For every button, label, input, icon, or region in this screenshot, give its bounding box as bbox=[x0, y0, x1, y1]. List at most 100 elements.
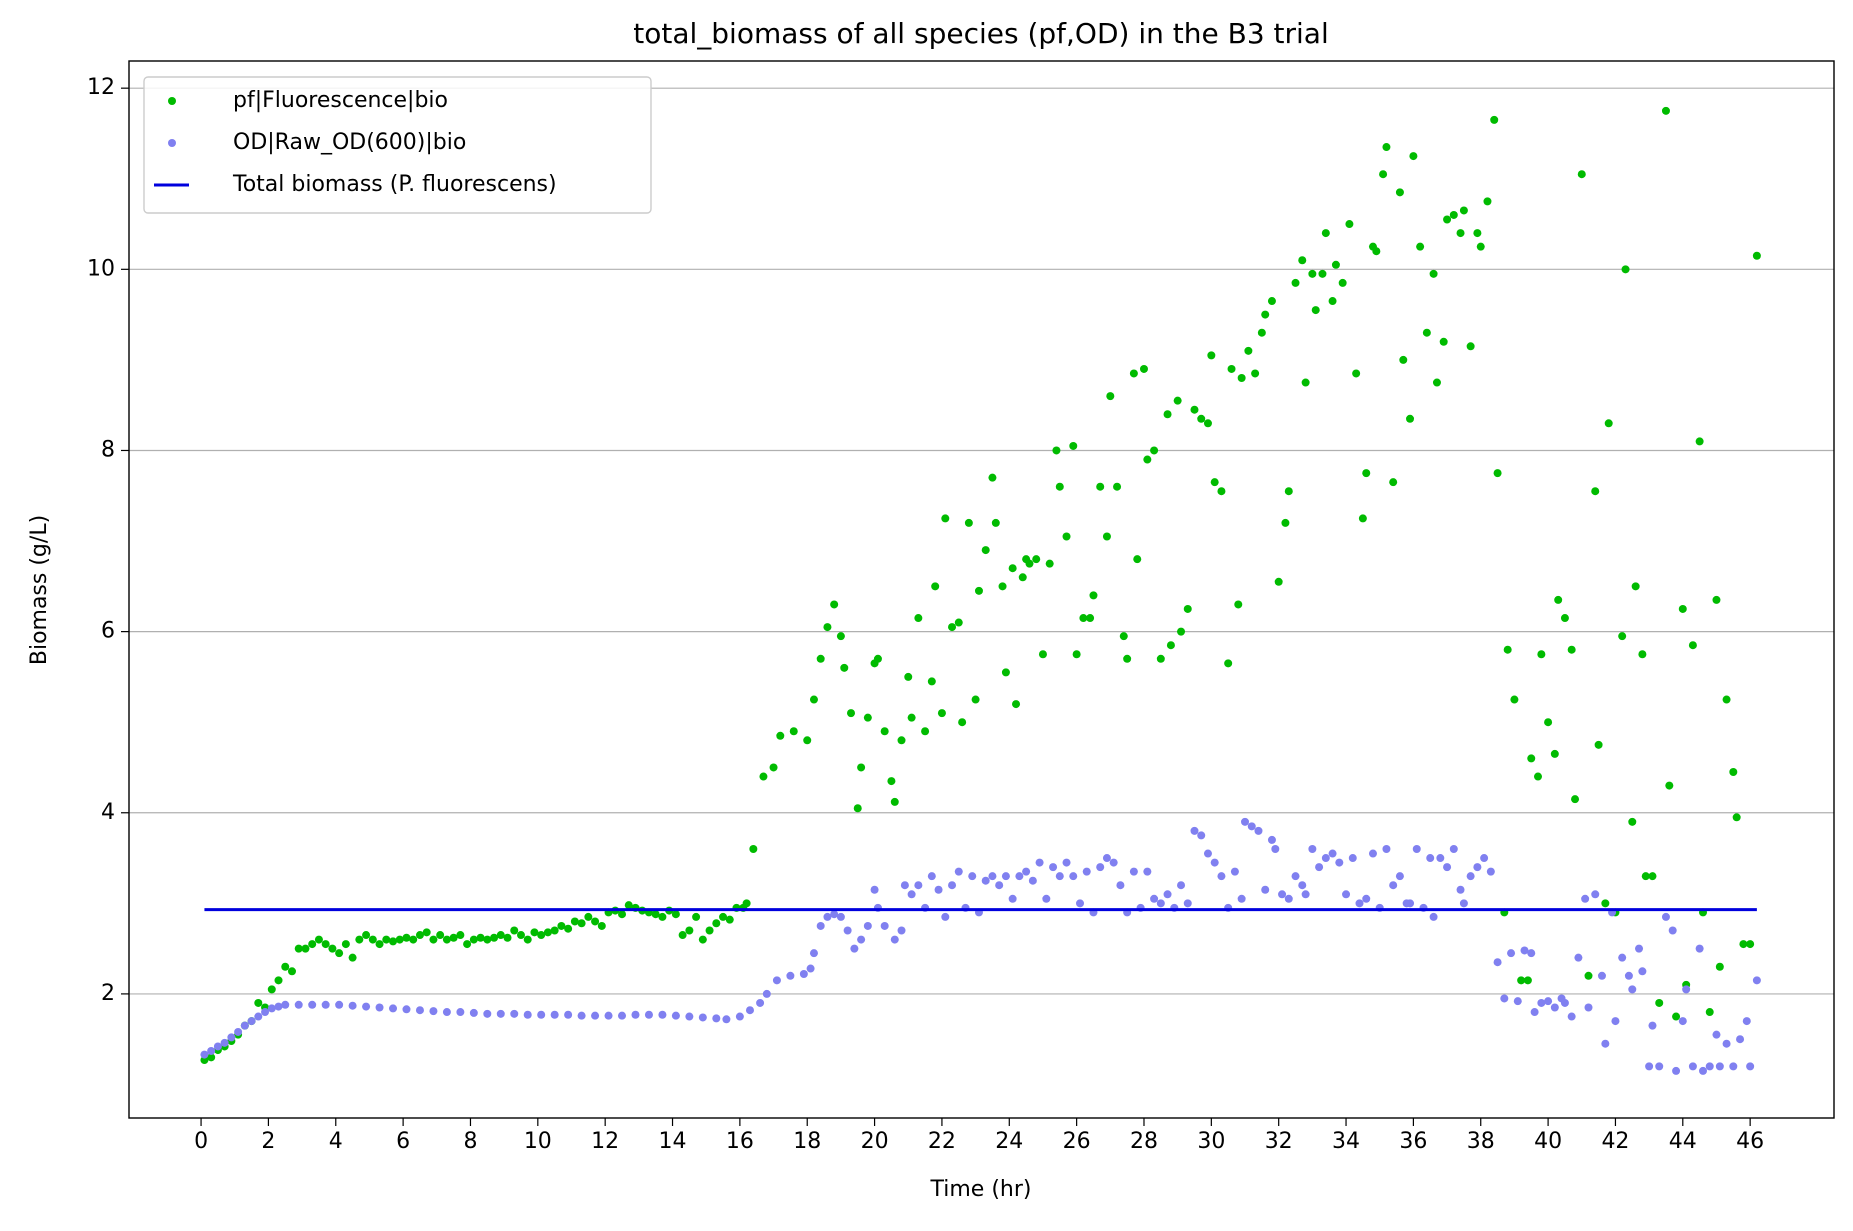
data-point bbox=[1217, 872, 1226, 881]
data-point bbox=[857, 763, 866, 772]
data-point bbox=[712, 919, 721, 928]
data-point bbox=[1436, 854, 1445, 863]
data-point bbox=[476, 933, 485, 942]
legend: pf|Fluorescence|bio OD|Raw_OD(600)|bio Tot… bbox=[143, 76, 652, 214]
data-point bbox=[1456, 885, 1465, 894]
x-tick-label: 14 bbox=[659, 1129, 687, 1154]
legend-label: pf|Fluorescence|bio bbox=[233, 88, 448, 113]
data-point bbox=[1082, 867, 1091, 876]
x-tick-label: 24 bbox=[995, 1129, 1023, 1154]
data-point bbox=[449, 933, 458, 942]
data-point bbox=[1537, 650, 1546, 659]
data-point bbox=[1308, 269, 1317, 278]
data-point bbox=[745, 1006, 754, 1015]
data-point bbox=[863, 921, 872, 930]
data-point bbox=[274, 976, 283, 985]
data-point bbox=[1648, 872, 1657, 881]
data-point bbox=[1449, 210, 1458, 219]
data-point bbox=[1510, 695, 1519, 704]
data-point bbox=[395, 935, 404, 944]
data-point bbox=[735, 1012, 744, 1021]
data-point bbox=[1395, 872, 1404, 881]
data-point bbox=[597, 921, 606, 930]
data-point bbox=[803, 736, 812, 745]
data-point bbox=[847, 709, 856, 718]
data-point bbox=[1544, 718, 1553, 727]
data-point bbox=[1409, 152, 1418, 161]
data-point bbox=[1584, 1003, 1593, 1012]
data-point bbox=[658, 1010, 667, 1019]
data-point bbox=[1086, 614, 1095, 623]
data-point bbox=[981, 546, 990, 555]
data-point bbox=[483, 1009, 492, 1018]
data-point bbox=[719, 912, 728, 921]
data-point bbox=[1466, 872, 1475, 881]
data-point bbox=[1244, 346, 1253, 355]
data-point bbox=[1537, 998, 1546, 1007]
x-tick-label: 10 bbox=[524, 1129, 552, 1154]
data-point bbox=[314, 935, 323, 944]
data-point bbox=[1177, 881, 1186, 890]
data-point bbox=[1224, 659, 1233, 668]
data-point bbox=[836, 632, 845, 641]
data-point bbox=[1722, 695, 1731, 704]
data-point bbox=[1678, 1017, 1687, 1026]
data-point bbox=[341, 940, 350, 949]
data-point bbox=[362, 1002, 371, 1011]
data-point bbox=[261, 1008, 270, 1017]
data-point bbox=[375, 1003, 384, 1012]
data-point bbox=[456, 1008, 465, 1017]
data-point bbox=[1298, 881, 1307, 890]
data-point bbox=[1267, 835, 1276, 844]
data-point bbox=[537, 1010, 546, 1019]
data-point bbox=[1493, 958, 1502, 967]
data-point bbox=[991, 518, 1000, 527]
x-tick-label: 42 bbox=[1601, 1129, 1629, 1154]
data-point bbox=[1183, 899, 1192, 908]
data-point bbox=[415, 931, 424, 940]
data-point bbox=[1544, 997, 1553, 1006]
data-point bbox=[934, 885, 943, 894]
data-point bbox=[591, 1011, 600, 1020]
legend-swatch bbox=[168, 97, 176, 105]
data-point bbox=[1352, 369, 1361, 378]
data-point bbox=[789, 727, 798, 736]
data-point bbox=[907, 890, 916, 899]
data-point bbox=[1459, 899, 1468, 908]
data-point bbox=[1439, 337, 1448, 346]
data-point bbox=[618, 1011, 627, 1020]
data-point bbox=[1362, 469, 1371, 478]
data-point bbox=[267, 985, 276, 994]
data-point bbox=[1254, 826, 1263, 835]
data-point bbox=[1291, 872, 1300, 881]
data-point bbox=[308, 940, 317, 949]
data-point bbox=[516, 931, 525, 940]
data-point bbox=[995, 881, 1004, 890]
data-point bbox=[1406, 414, 1415, 423]
data-point bbox=[772, 976, 781, 985]
data-point bbox=[1261, 310, 1270, 319]
data-point bbox=[1355, 899, 1364, 908]
data-point bbox=[954, 618, 963, 627]
data-point bbox=[954, 867, 963, 876]
data-point bbox=[1661, 912, 1670, 921]
data-point bbox=[1362, 894, 1371, 903]
data-point bbox=[1513, 997, 1522, 1006]
data-point bbox=[964, 518, 973, 527]
data-point bbox=[1591, 890, 1600, 899]
data-point bbox=[1638, 650, 1647, 659]
data-point bbox=[1443, 215, 1452, 224]
data-point bbox=[904, 672, 913, 681]
y-tick-label: 10 bbox=[87, 256, 115, 281]
data-point bbox=[1655, 998, 1664, 1007]
data-point bbox=[863, 713, 872, 722]
x-tick-label: 18 bbox=[793, 1129, 821, 1154]
data-point bbox=[1143, 867, 1152, 876]
data-point bbox=[1109, 858, 1118, 867]
data-point bbox=[1321, 854, 1330, 863]
data-point bbox=[1695, 437, 1704, 446]
data-point bbox=[806, 964, 815, 973]
data-point bbox=[1412, 844, 1421, 853]
data-point bbox=[840, 663, 849, 672]
